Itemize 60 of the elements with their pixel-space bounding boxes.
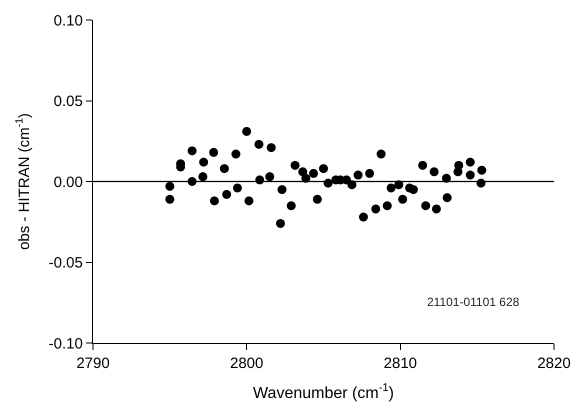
point [301, 174, 310, 183]
point [347, 180, 356, 190]
point [430, 167, 439, 176]
point [254, 140, 264, 149]
annotation: 21101-01101 628 [427, 295, 520, 309]
point [276, 218, 285, 228]
point [210, 196, 219, 206]
point [290, 160, 300, 170]
point [231, 150, 240, 159]
point [312, 194, 322, 204]
x-tick-label: 2810 [384, 355, 418, 372]
point [382, 201, 392, 210]
point [255, 175, 264, 184]
y-tick-label: -0.05 [48, 254, 83, 272]
x-tick-label: 2790 [76, 355, 110, 372]
point [198, 172, 208, 182]
point [354, 170, 363, 180]
point [371, 204, 380, 214]
point [421, 201, 430, 210]
point [418, 160, 428, 170]
point [408, 185, 418, 194]
point [476, 178, 486, 188]
point [358, 212, 368, 222]
x-tick-label: 2800 [230, 355, 264, 372]
point [278, 185, 287, 194]
point [188, 146, 197, 156]
x-axis-title: Wavenumber (cm$^{-1}$) [253, 382, 394, 402]
point [165, 182, 174, 191]
point [286, 201, 296, 210]
point [265, 172, 274, 182]
point [244, 196, 254, 206]
point [453, 167, 462, 176]
point [165, 194, 174, 204]
y-tick-label: 0.10 [54, 12, 83, 30]
point [432, 204, 441, 214]
point [442, 174, 451, 183]
point [466, 170, 475, 180]
point [386, 183, 396, 192]
point [477, 166, 486, 175]
point [466, 158, 475, 167]
point [266, 143, 276, 152]
y-tick-label: -0.10 [48, 335, 83, 352]
y-tick-label: 0.00 [54, 174, 83, 191]
point [398, 194, 408, 204]
point [209, 148, 218, 157]
point [242, 126, 252, 136]
point [394, 180, 404, 190]
point [222, 190, 232, 199]
point [309, 168, 318, 178]
point [188, 177, 197, 186]
point [324, 178, 333, 188]
y-tick-label: 0.05 [54, 93, 83, 110]
point [220, 164, 229, 174]
x-tick-label: 2820 [537, 355, 571, 372]
point [376, 150, 386, 159]
point [199, 158, 208, 167]
point [232, 183, 242, 192]
point [442, 193, 452, 202]
point [319, 164, 328, 174]
point [365, 168, 374, 178]
